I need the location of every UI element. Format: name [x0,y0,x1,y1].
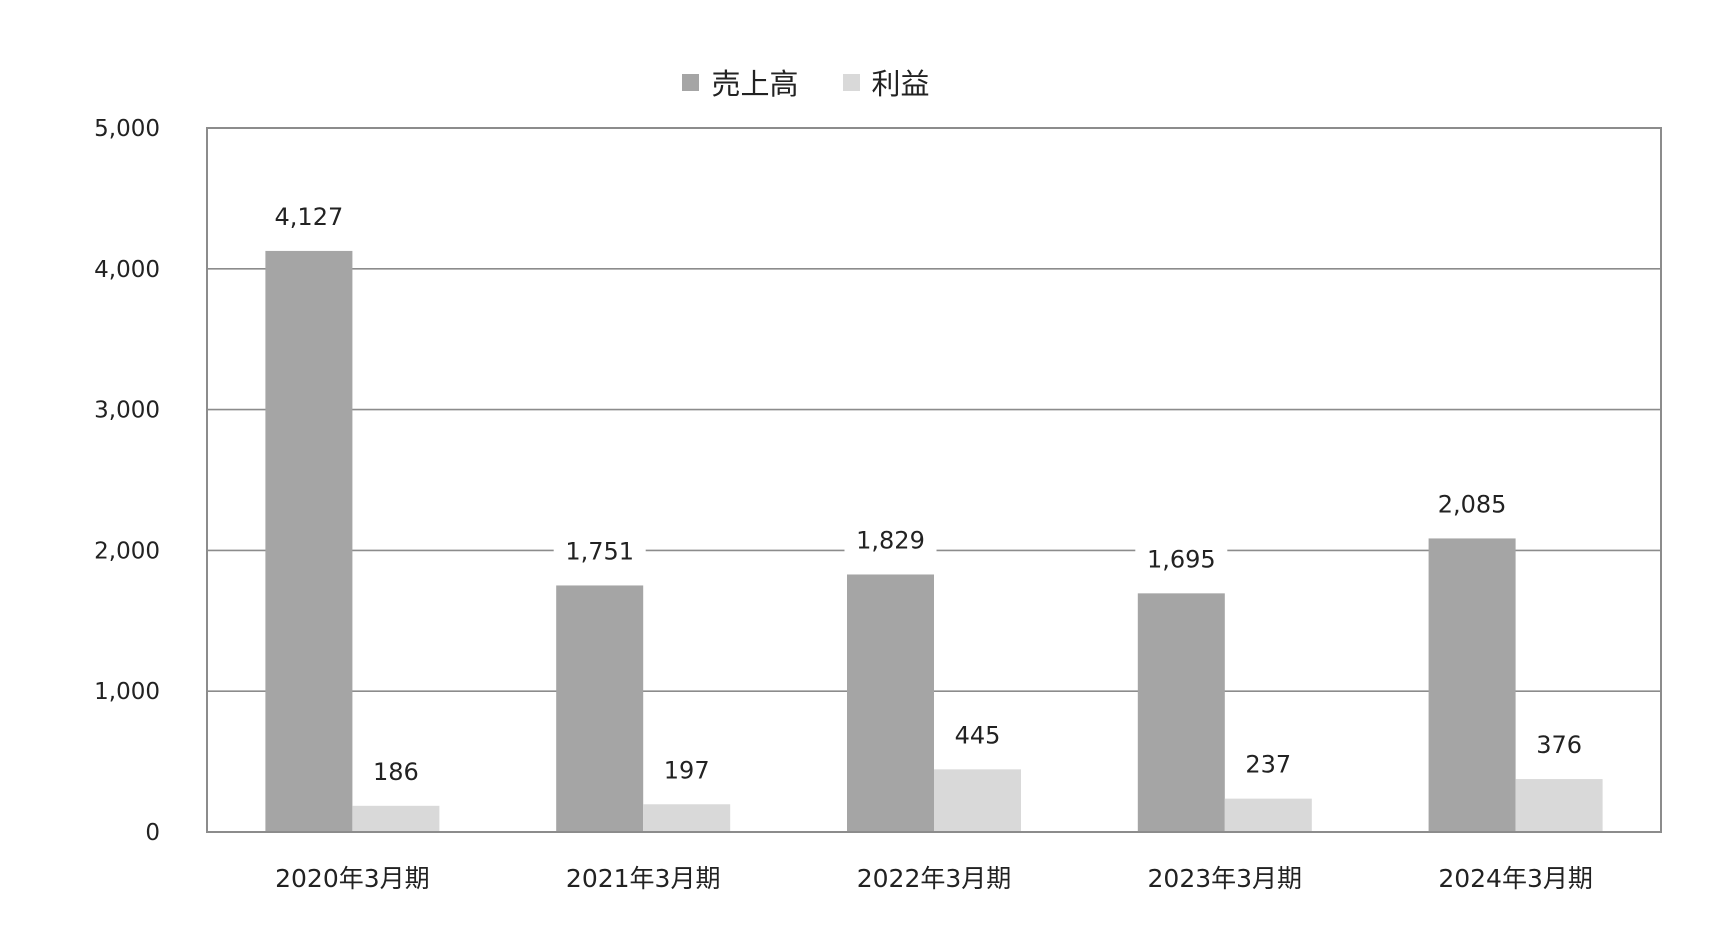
bar-profit [1515,779,1603,832]
legend: 売上高 利益 [0,60,1672,104]
data-label-profit: 197 [664,756,710,784]
data-label-bg [654,754,719,787]
bar-sales [1428,538,1516,832]
y-tick-label: 5,000 [94,116,160,142]
data-label-profit: 376 [1536,731,1582,759]
data-label-bg [262,200,355,233]
data-label-bg [1527,729,1592,762]
data-label-bg [363,755,428,788]
y-tick-label: 0 [145,820,160,846]
data-label-profit: 445 [955,721,1001,749]
data-label-sales: 1,751 [565,537,634,565]
x-category-label: 2020年3月期 [275,864,430,893]
data-label-bg [553,535,646,568]
legend-swatch-sales [682,73,700,91]
y-tick-label: 2,000 [94,538,160,564]
data-label-profit: 237 [1245,751,1291,779]
bars [265,250,1603,832]
x-category-label: 2021年3月期 [566,864,721,893]
y-tick-label: 3,000 [94,398,160,424]
legend-label-profit: 利益 [871,67,930,101]
bar-profit [1224,798,1312,832]
x-axis-categories: 2020年3月期 2021年3月期 2022年3月期 2023年3月期 2024年3月期 [275,864,1593,893]
bar-sales [847,574,934,832]
x-category-label: 2022年3月期 [857,864,1012,893]
bar-profit [643,804,731,832]
data-labels: 4,127 186 1,751 197 1,829 445 1,695 237 2,085 376 [262,200,1592,788]
data-label-sales: 1,829 [856,526,925,554]
bar-profit [352,805,440,832]
data-label-bg [945,719,1010,752]
data-label-bg [844,524,937,557]
legend-swatch-profit [842,73,860,91]
plot-frame [206,127,1662,833]
data-label-bg [1135,543,1228,576]
x-category-label: 2023年3月期 [1148,864,1303,893]
y-tick-label: 4,000 [94,257,160,283]
y-axis-ticks: 0 1,000 2,000 3,000 4,000 5,000 [94,116,160,846]
data-label-sales: 2,085 [1438,490,1507,518]
legend-label-sales: 売上高 [711,67,799,101]
bar-sales [556,585,644,832]
data-label-sales: 4,127 [275,203,344,231]
data-label-bg [1236,748,1301,781]
data-label-profit: 186 [373,758,419,786]
data-label-bg [1426,488,1519,521]
bar-profit [934,769,1021,832]
bar-sales [1137,593,1225,832]
x-category-label: 2024年3月期 [1438,864,1593,893]
data-label-sales: 1,695 [1147,545,1216,573]
legend-item-profit: 利益 [842,61,930,103]
bar-sales [265,250,353,832]
y-tick-label: 1,000 [94,679,160,705]
legend-item-sales: 売上高 [682,61,799,103]
